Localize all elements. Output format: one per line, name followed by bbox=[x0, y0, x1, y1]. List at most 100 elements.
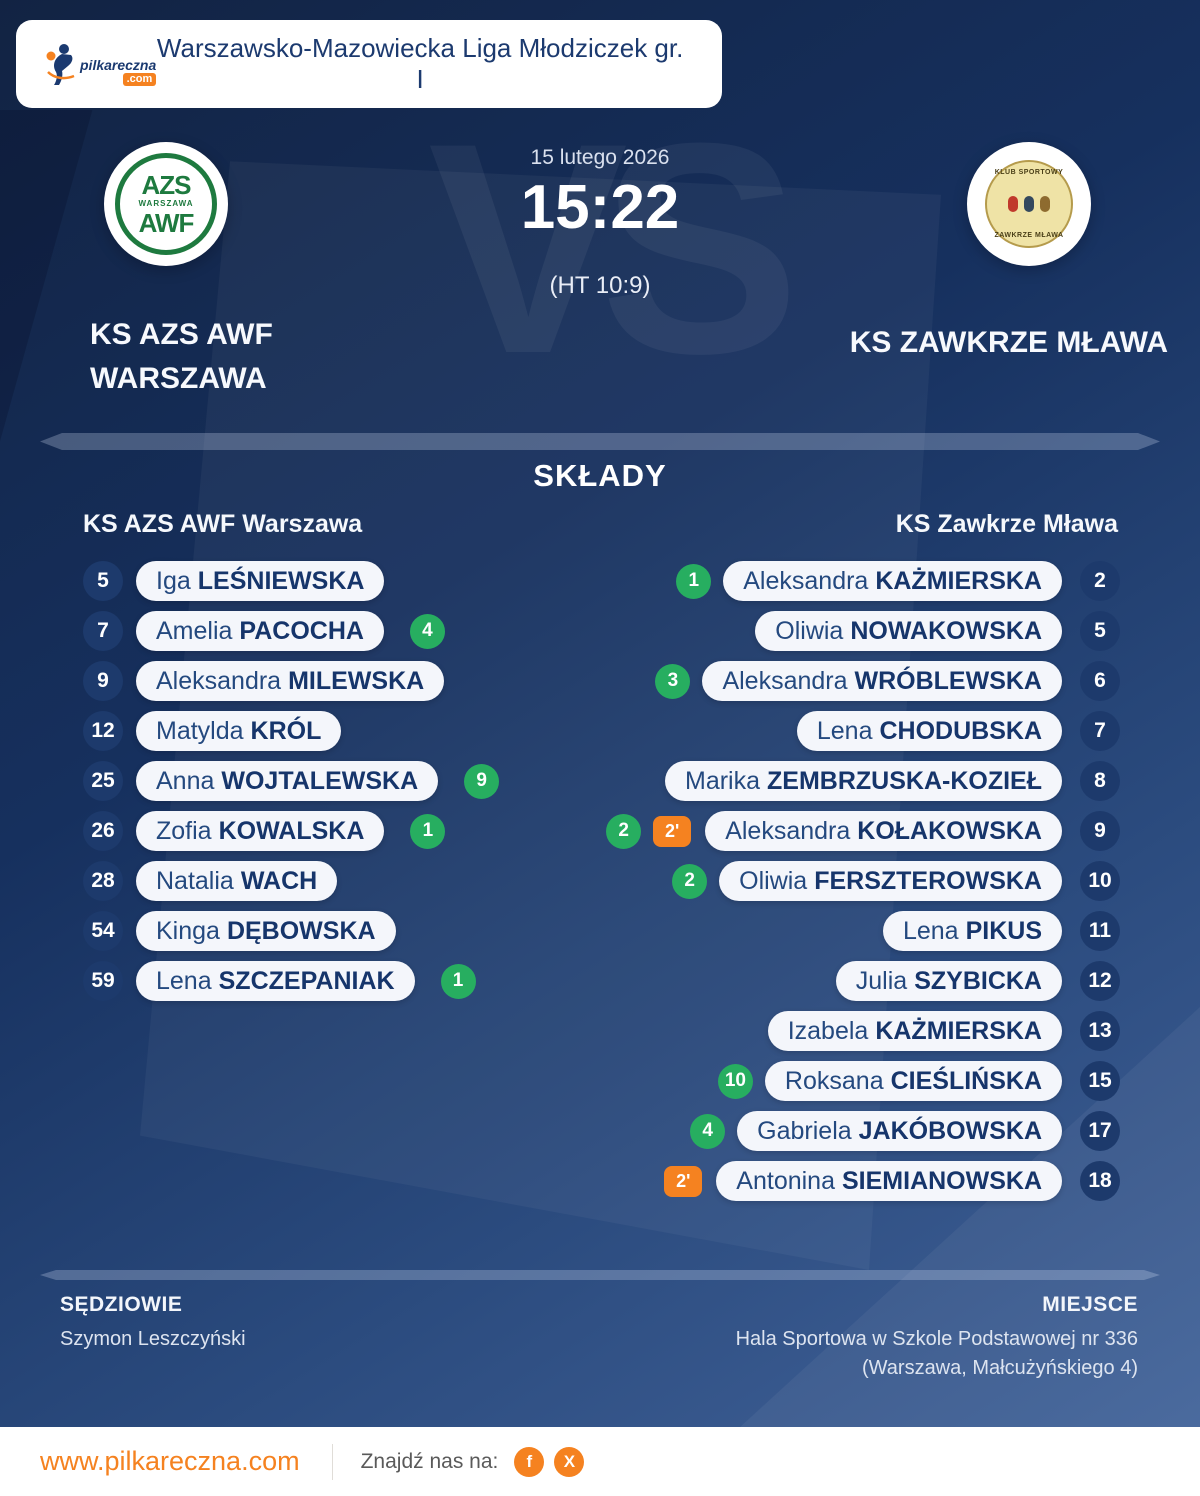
player-row: Oliwia NOWAKOWSKA 5 bbox=[560, 606, 1120, 656]
player-last-name: MILEWSKA bbox=[288, 666, 425, 695]
player-first-name: Gabriela bbox=[757, 1116, 852, 1145]
player-name-pill: Lena CHODUBSKA bbox=[796, 711, 1062, 751]
player-first-name: Lena bbox=[156, 966, 212, 995]
vs-watermark: VS bbox=[427, 80, 800, 416]
halftime-score: (HT 10:9) bbox=[549, 272, 651, 299]
player-number: 12 bbox=[83, 711, 123, 751]
brand-name: pilkareczna bbox=[80, 57, 157, 73]
player-name-pill: Aleksandra MILEWSKA bbox=[136, 661, 445, 701]
player-number: 10 bbox=[1080, 861, 1120, 901]
crest-text: ZAWKRZE MŁAWA bbox=[994, 232, 1064, 239]
player-last-name: WOJTALEWSKA bbox=[221, 766, 419, 795]
section-divider bbox=[40, 433, 1160, 450]
player-row: Lena PIKUS 11 bbox=[560, 906, 1120, 956]
x-icon[interactable]: X bbox=[554, 1446, 585, 1477]
crest-text: KLUB SPORTOWY bbox=[994, 169, 1064, 176]
goals-badge: 1 bbox=[440, 963, 476, 999]
player-last-name: PACOCHA bbox=[239, 616, 364, 645]
player-name-pill: Antonina SIEMIANOWSKA bbox=[716, 1161, 1062, 1201]
player-first-name: Aleksandra bbox=[722, 666, 848, 695]
player-row: Marika ZEMBRZUSKA-KOZIEŁ 8 bbox=[560, 756, 1120, 806]
player-name-pill: Lena SZCZEPANIAK bbox=[136, 961, 415, 1001]
player-row: 54 Kinga DĘBOWSKA bbox=[83, 906, 603, 956]
player-row: 2' Antonina SIEMIANOWSKA 18 bbox=[560, 1156, 1120, 1206]
player-row: Izabela KAŻMIERSKA 13 bbox=[560, 1006, 1120, 1056]
player-last-name: KAŻMIERSKA bbox=[875, 1016, 1042, 1045]
player-last-name: CHODUBSKA bbox=[879, 716, 1043, 745]
goals-badge: 3 bbox=[655, 663, 691, 699]
player-number: 5 bbox=[1080, 611, 1120, 651]
player-last-name: CIEŚLIŃSKA bbox=[890, 1066, 1042, 1095]
player-row: 59 Lena SZCZEPANIAK 1 bbox=[83, 956, 603, 1006]
venue-value: Hala Sportowa w Szkole Podstawowej nr 33… bbox=[735, 1328, 1138, 1379]
goals-badge: 4 bbox=[690, 1113, 726, 1149]
player-number: 9 bbox=[83, 661, 123, 701]
player-name-pill: Aleksandra KAŻMIERSKA bbox=[723, 561, 1062, 601]
player-last-name: DĘBOWSKA bbox=[226, 916, 376, 945]
league-title: Warszawsko-Mazowiecka Liga Młodziczek gr… bbox=[156, 33, 684, 94]
player-first-name: Zofia bbox=[156, 816, 212, 845]
crest-text: AZS bbox=[141, 170, 192, 200]
player-last-name: KOWALSKA bbox=[218, 816, 365, 845]
goals-badge: 9 bbox=[464, 763, 500, 799]
player-last-name: NOWAKOWSKA bbox=[850, 616, 1042, 645]
player-last-name: SIEMIANOWSKA bbox=[842, 1166, 1042, 1195]
player-number: 6 bbox=[1080, 661, 1120, 701]
goals-badge: 4 bbox=[409, 613, 445, 649]
player-row: Julia SZYBICKA 12 bbox=[560, 956, 1120, 1006]
home-team-name: KS AZS AWF WARSZAWA bbox=[90, 318, 273, 396]
player-name-pill: Aleksandra KOŁAKOWSKA bbox=[705, 811, 1062, 851]
player-number: 26 bbox=[83, 811, 123, 851]
website-link[interactable]: www.pilkareczna.com bbox=[40, 1446, 300, 1476]
player-row: Lena CHODUBSKA 7 bbox=[560, 706, 1120, 756]
player-first-name: Izabela bbox=[787, 1016, 869, 1045]
player-name-pill: Iga LEŚNIEWSKA bbox=[136, 561, 385, 601]
player-name-pill: Kinga DĘBOWSKA bbox=[136, 911, 396, 951]
player-row: 4 Gabriela JAKÓBOWSKA 17 bbox=[560, 1106, 1120, 1156]
player-name-pill: Marika ZEMBRZUSKA-KOZIEŁ bbox=[665, 761, 1062, 801]
crest-figures bbox=[1008, 196, 1050, 212]
player-first-name: Iga bbox=[156, 566, 191, 595]
referees-label: SĘDZIOWIE bbox=[60, 1293, 183, 1316]
player-number: 8 bbox=[1080, 761, 1120, 801]
goals-badge: 1 bbox=[676, 563, 712, 599]
crest-text: WARSZAWA bbox=[138, 199, 194, 208]
player-first-name: Lena bbox=[816, 716, 873, 745]
player-first-name: Lena bbox=[902, 916, 959, 945]
player-last-name: WACH bbox=[240, 866, 318, 895]
suspension-badge: 2' bbox=[653, 815, 692, 847]
player-last-name: ZEMBRZUSKA-KOZIEŁ bbox=[767, 766, 1042, 795]
player-number: 17 bbox=[1080, 1111, 1120, 1151]
player-first-name: Aleksandra bbox=[743, 566, 869, 595]
match-date: 15 lutego 2026 bbox=[530, 146, 670, 169]
player-first-name: Aleksandra bbox=[725, 816, 851, 845]
player-name-pill: Matylda KRÓL bbox=[136, 711, 342, 751]
player-name-pill: Gabriela JAKÓBOWSKA bbox=[737, 1111, 1062, 1151]
facebook-icon[interactable]: f bbox=[514, 1446, 545, 1477]
player-number: 15 bbox=[1080, 1061, 1120, 1101]
player-name-pill: Julia SZYBICKA bbox=[835, 961, 1062, 1001]
player-first-name: Julia bbox=[855, 966, 908, 995]
player-row: 5 Iga LEŚNIEWSKA bbox=[83, 556, 603, 606]
player-number: 54 bbox=[83, 911, 123, 951]
player-number: 2 bbox=[1080, 561, 1120, 601]
away-team-name: KS ZAWKRZE MŁAWA bbox=[849, 326, 1168, 359]
player-last-name: KAŻMIERSKA bbox=[875, 566, 1042, 595]
player-first-name: Marika bbox=[685, 766, 761, 795]
player-name-pill: Roksana CIEŚLIŃSKA bbox=[764, 1061, 1062, 1101]
player-first-name: Amelia bbox=[156, 616, 233, 645]
player-last-name: LEŚNIEWSKA bbox=[197, 566, 365, 595]
footer-separator bbox=[331, 1443, 333, 1480]
player-first-name: Anna bbox=[156, 766, 215, 795]
away-team-crest: KLUB SPORTOWY ZAWKRZE MŁAWA bbox=[985, 160, 1073, 248]
find-us-label: Znajdź nas na: bbox=[360, 1449, 499, 1473]
player-row: 12 Matylda KRÓL bbox=[83, 706, 603, 756]
goals-badge: 2 bbox=[672, 863, 708, 899]
player-first-name: Oliwia bbox=[739, 866, 808, 895]
player-name-pill: Izabela KAŻMIERSKA bbox=[767, 1011, 1062, 1051]
goals-badge: 2 bbox=[606, 813, 642, 849]
player-first-name: Natalia bbox=[156, 866, 234, 895]
player-name-pill: Anna WOJTALEWSKA bbox=[136, 761, 439, 801]
player-number: 11 bbox=[1080, 911, 1120, 951]
